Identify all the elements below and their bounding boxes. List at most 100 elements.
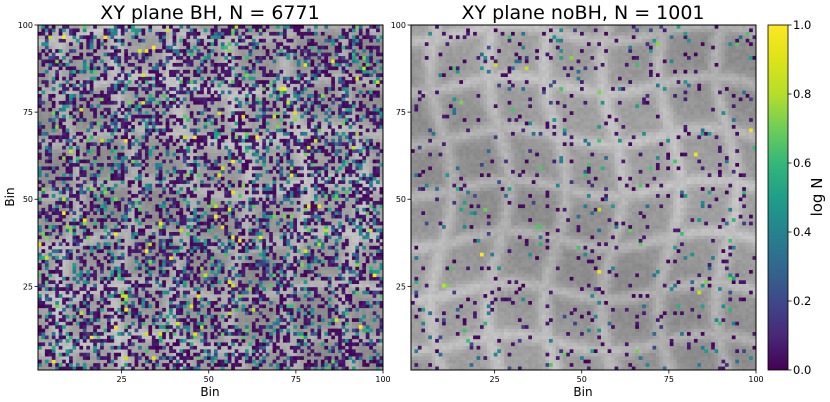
background-cell [100, 273, 104, 278]
background-cell [172, 187, 177, 191]
background-cell [141, 45, 146, 50]
background-cell [144, 28, 149, 33]
background-cell [51, 69, 56, 74]
background-cell [55, 156, 59, 160]
background-cell [193, 176, 197, 181]
background-cell [120, 232, 125, 236]
background-cell [196, 283, 201, 288]
background-cell [151, 349, 156, 354]
background-cell [89, 100, 94, 105]
background-cell [134, 121, 139, 126]
background-cell [196, 194, 201, 198]
background-cell [110, 104, 115, 109]
background-cell [62, 94, 66, 98]
background-cell [151, 25, 156, 29]
background-cell [44, 104, 49, 109]
background-cell [96, 35, 101, 40]
background-cell [86, 176, 91, 181]
background-cell [72, 80, 77, 84]
background-cell [100, 200, 104, 205]
background-cell [144, 335, 149, 340]
background-cell [44, 87, 49, 91]
background-cell [124, 245, 128, 250]
background-cell [179, 204, 184, 209]
background-cell [148, 45, 153, 50]
background-cell [131, 73, 135, 78]
background-cell [41, 169, 46, 174]
background-cell [172, 80, 177, 84]
background-cell [100, 56, 104, 60]
background-cell [82, 194, 87, 198]
background-cell [193, 228, 197, 233]
background-cell [158, 200, 163, 205]
background-cell [86, 31, 91, 36]
background-cell [79, 328, 84, 333]
background-cell [117, 100, 122, 105]
background-cell [200, 235, 204, 240]
background-cell [155, 232, 160, 236]
background-cell [134, 131, 139, 136]
background-cell [127, 314, 132, 319]
background-cell [131, 145, 135, 150]
background-cell [158, 318, 163, 322]
background-cell [176, 111, 180, 115]
background-cell [182, 211, 187, 216]
background-cell [69, 307, 73, 312]
background-cell [193, 342, 197, 347]
background-cell [193, 232, 197, 236]
background-cell [144, 166, 149, 171]
background-cell [51, 266, 56, 271]
background-cell [138, 87, 142, 91]
background-cell [207, 318, 211, 322]
background-cell [131, 138, 135, 143]
background-cell [55, 180, 59, 184]
background-cell [58, 314, 63, 319]
background-cell [100, 156, 104, 160]
background-cell [93, 232, 97, 236]
background-cell [172, 325, 177, 329]
background-cell [82, 125, 87, 129]
background-cell [107, 73, 111, 78]
background-cell [96, 180, 101, 184]
background-cell [141, 173, 146, 178]
background-cell [41, 356, 46, 360]
background-cell [117, 131, 122, 136]
background-cell [200, 259, 204, 264]
background-cell [107, 345, 111, 350]
background-cell [176, 107, 180, 112]
background-cell [131, 263, 135, 267]
background-cell [151, 252, 156, 257]
background-cell [75, 111, 80, 115]
background-cell [93, 249, 97, 253]
background-cell [144, 245, 149, 250]
background-cell [158, 352, 163, 357]
background-cell [75, 228, 80, 233]
background-cell [75, 314, 80, 319]
background-cell [72, 287, 77, 291]
background-cell [196, 104, 201, 109]
background-cell [196, 125, 201, 129]
background-cell [79, 142, 84, 147]
background-cell [103, 149, 108, 153]
background-cell [169, 76, 173, 81]
background-cell [103, 232, 108, 236]
background-cell [79, 152, 84, 157]
background-cell [75, 304, 80, 309]
background-cell [93, 235, 97, 240]
background-cell [138, 259, 142, 264]
background-cell [62, 121, 66, 126]
background-cell [176, 173, 180, 178]
background-cell [124, 100, 128, 105]
background-cell [75, 225, 80, 229]
background-cell [196, 338, 201, 343]
background-cell [75, 332, 80, 336]
background-cell [86, 25, 91, 29]
background-cell [41, 152, 46, 157]
background-cell [100, 49, 104, 53]
background-cell [69, 269, 73, 274]
background-cell [62, 225, 66, 229]
background-cell [69, 301, 73, 305]
background-cell [72, 52, 77, 57]
background-cell [182, 107, 187, 112]
background-cell [65, 280, 70, 285]
